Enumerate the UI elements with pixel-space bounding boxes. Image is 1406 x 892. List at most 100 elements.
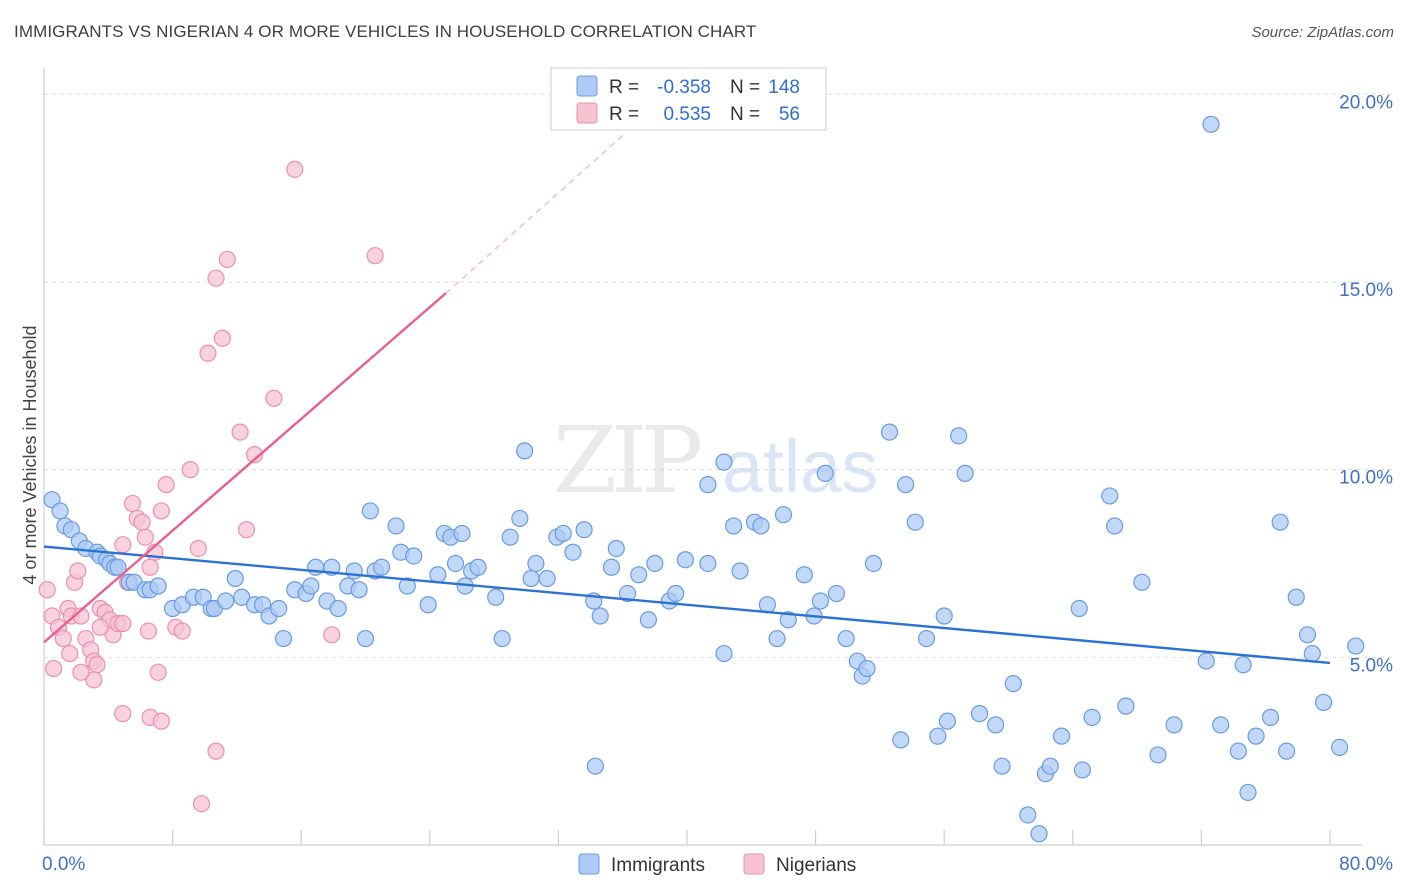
immigrants-point (1247, 727, 1265, 745)
immigrants-point (226, 569, 244, 588)
legend-n-value-nigerians: 56 (779, 104, 800, 125)
immigrants-point (1019, 806, 1037, 824)
immigrants-point (950, 427, 968, 445)
immigrants-point (699, 476, 717, 494)
immigrants-point (618, 584, 637, 603)
nigerians-point (38, 581, 56, 599)
nigerians-point (91, 618, 109, 636)
nigerians-point (72, 663, 90, 681)
immigrants-point (487, 588, 505, 606)
series-legend-label-immigrants: Immigrants (611, 855, 705, 876)
series-legend: Immigrants Nigerians (578, 853, 856, 876)
nigerians-point (181, 461, 199, 479)
immigrants-point (1105, 517, 1124, 535)
legend-n-value-immigrants: 148 (768, 77, 800, 98)
nigerians-point (88, 656, 106, 674)
watermark: ZIP atlas (553, 407, 878, 514)
x-tick-label-max: 80.0% (1339, 854, 1393, 875)
immigrants-point (1331, 738, 1349, 757)
y-tick-label: 5.0% (1350, 655, 1393, 676)
watermark-atlas: atlas (722, 425, 878, 508)
nigerians-point (157, 476, 175, 494)
immigrants-point (453, 524, 471, 543)
nigerians-point (114, 614, 132, 633)
immigrants-point (527, 554, 545, 573)
immigrants-point (938, 712, 957, 730)
immigrants-point (731, 562, 749, 580)
immigrants-point (1052, 727, 1071, 745)
axes (43, 68, 1362, 846)
immigrants-point (538, 569, 556, 588)
immigrants-point (864, 554, 883, 573)
nigerians-point (207, 742, 225, 760)
immigrants-point (1347, 637, 1365, 655)
nigerians-point (189, 539, 207, 558)
series-legend-swatch-immigrants (578, 853, 600, 875)
series-legend-label-nigerians: Nigerians (776, 855, 856, 876)
immigrants-point (929, 727, 947, 745)
nigerians-point (152, 502, 170, 520)
immigrants-point (469, 558, 487, 576)
immigrants-point (356, 629, 375, 648)
nigerians-trend-extension (445, 135, 624, 294)
series-legend-swatch-nigerians (743, 853, 765, 875)
immigrants-point (676, 551, 694, 569)
immigrants-point (970, 705, 989, 723)
immigrants-point (1083, 708, 1101, 726)
immigrants-point (274, 629, 293, 648)
legend-r-label-nigerians: R = (609, 104, 639, 125)
nigerians-point (192, 795, 211, 813)
immigrants-point (329, 599, 347, 618)
immigrants-point (1287, 588, 1305, 606)
immigrants-point (752, 517, 770, 535)
immigrants-point (725, 517, 743, 535)
nigerians-point (245, 446, 264, 464)
nigerians-point (237, 521, 256, 539)
immigrants-point (350, 581, 368, 599)
immigrants-point (1298, 626, 1317, 644)
immigrants-point (1271, 513, 1289, 531)
immigrants-point (405, 547, 423, 565)
nigerians-point (286, 160, 304, 178)
immigrants-point (302, 577, 320, 595)
immigrants-point (109, 558, 127, 576)
immigrants-point (779, 611, 797, 629)
nigerians-point (218, 250, 236, 269)
immigrants-point (233, 588, 251, 606)
nigerians-point (173, 622, 191, 640)
y-ticks: 5.0% 10.0% 15.0% 20.0% (1339, 92, 1393, 676)
legend-swatch-immigrants (576, 75, 598, 97)
immigrants-point (372, 558, 391, 576)
immigrants-point (639, 611, 658, 629)
immigrants-point (768, 629, 786, 648)
immigrants-point (554, 524, 572, 543)
nigerians-point (366, 247, 384, 265)
immigrants-point (1041, 757, 1059, 775)
immigrants-point (1234, 656, 1252, 674)
immigrants-point (935, 607, 953, 625)
immigrants-point (1117, 697, 1135, 715)
immigrants-point (51, 502, 69, 520)
immigrants-point (522, 569, 540, 588)
immigrants-point (575, 521, 593, 539)
immigrants-point (993, 757, 1011, 775)
immigrants-point (667, 584, 685, 603)
immigrants-point (1197, 652, 1215, 670)
y-tick-label: 10.0% (1339, 468, 1393, 489)
immigrants-point (1149, 746, 1167, 764)
immigrants-point (816, 464, 834, 482)
immigrants-point (446, 554, 465, 573)
immigrants-point (837, 629, 855, 648)
immigrants-point (715, 453, 733, 471)
trend-lines (43, 135, 1331, 665)
immigrants-point (1314, 693, 1333, 711)
immigrants-point (699, 554, 717, 573)
immigrants-point (1239, 783, 1257, 802)
immigrants-point (892, 731, 910, 749)
immigrants-point (827, 584, 846, 603)
x-tick-label-min: 0.0% (42, 854, 85, 875)
chart-source: Source: ZipAtlas.com (1251, 24, 1394, 41)
immigrants-point (270, 599, 288, 618)
legend-n-label-immigrants: N = (730, 77, 760, 98)
